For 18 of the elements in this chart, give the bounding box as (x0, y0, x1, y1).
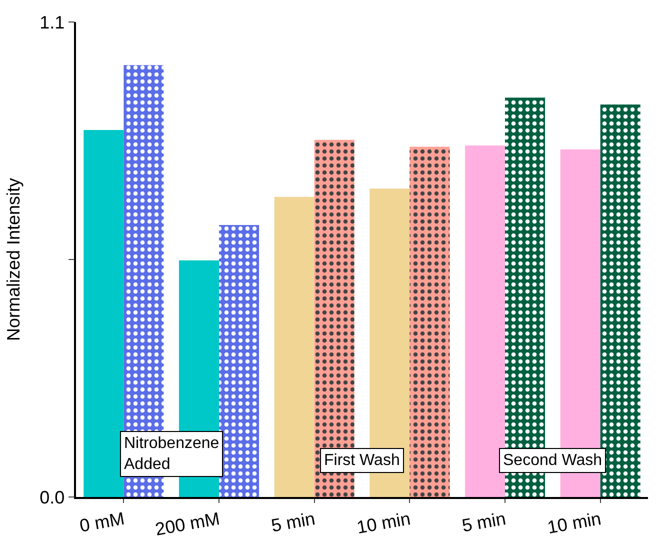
bar (464, 146, 505, 497)
bar (84, 130, 124, 497)
x-tick-label: 10 min (355, 508, 412, 538)
x-tick-label: 5 min (270, 508, 317, 536)
bar (410, 146, 450, 497)
x-tick-label: 0 mM (78, 508, 126, 536)
y-tick-label: 1.1 (40, 12, 65, 32)
bar (600, 104, 640, 497)
y-tick-label: 0.0 (40, 487, 65, 508)
x-tick-label: 200 mM (154, 508, 222, 540)
annotation: Second Wash (503, 452, 602, 469)
annotation: First Wash (324, 452, 400, 469)
bar (274, 196, 314, 497)
bar (219, 224, 260, 497)
annotation: Nitrobenzene Added (124, 435, 220, 473)
x-tick-label: 5 min (460, 508, 508, 536)
x-tick-label: 10 min (546, 508, 603, 538)
y-axis-title: Normalized Intensity (3, 178, 24, 342)
